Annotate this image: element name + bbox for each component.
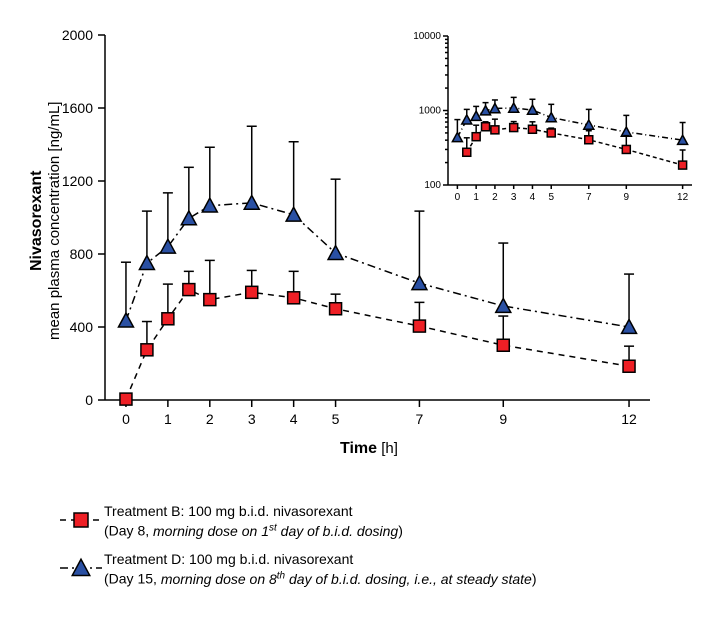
y-tick-label: 2000 (62, 27, 93, 43)
inset-x-tick: 1 (473, 192, 479, 203)
legend: Treatment B: 100 mg b.i.d. nivasorexant(… (58, 492, 537, 589)
y-tick-label: 400 (70, 319, 94, 335)
inset-chart: 0123457912100100010000 (410, 30, 700, 215)
y-tick-label: 800 (70, 246, 94, 262)
legend-line2: (Day 15, morning dose on 8th day of b.i.… (104, 569, 537, 589)
x-tick-label: 5 (332, 411, 340, 427)
y-tick-label: 1200 (62, 173, 93, 189)
legend-line2: (Day 8, morning dose on 1st day of b.i.d… (104, 521, 403, 541)
x-tick-label: 9 (499, 411, 507, 427)
x-axis-label-bold: Time (340, 440, 377, 457)
legend-text-D: Treatment D: 100 mg b.i.d. nivasorexant(… (104, 550, 537, 588)
legend-swatch-D (58, 550, 104, 586)
x-tick-label: 0 (122, 411, 130, 427)
inset-x-tick: 0 (455, 192, 461, 203)
x-axis-label-plain: [h] (377, 440, 398, 457)
x-tick-label: 2 (206, 411, 214, 427)
inset-x-tick: 3 (511, 192, 517, 203)
inset-x-tick: 12 (677, 192, 689, 203)
x-axis-label: Time [h] (340, 440, 398, 458)
legend-item-B: Treatment B: 100 mg b.i.d. nivasorexant(… (58, 502, 537, 540)
series-D-line (126, 203, 629, 327)
series-B-line (126, 290, 629, 400)
x-tick-label: 7 (416, 411, 424, 427)
inset-x-tick: 7 (586, 192, 592, 203)
inset-y-tick: 10000 (413, 31, 441, 42)
x-tick-label: 4 (290, 411, 298, 427)
x-tick-label: 3 (248, 411, 256, 427)
inset-x-tick: 2 (492, 192, 498, 203)
legend-text-B: Treatment B: 100 mg b.i.d. nivasorexant(… (104, 502, 403, 540)
inset-x-tick: 5 (548, 192, 554, 203)
inset-y-tick: 100 (424, 180, 441, 191)
page-root: Nivasorexant mean plasma concentration [… (0, 0, 709, 635)
legend-line1: Treatment B: 100 mg b.i.d. nivasorexant (104, 502, 403, 521)
y-tick-label: 0 (85, 392, 93, 408)
x-tick-label: 12 (621, 411, 637, 427)
legend-line1: Treatment D: 100 mg b.i.d. nivasorexant (104, 550, 537, 569)
y-tick-label: 1600 (62, 100, 93, 116)
legend-swatch-B (58, 502, 104, 538)
inset-x-tick: 4 (530, 192, 536, 203)
inset-x-tick: 9 (624, 192, 630, 203)
x-tick-label: 1 (164, 411, 172, 427)
inset-y-tick: 1000 (419, 106, 442, 117)
legend-item-D: Treatment D: 100 mg b.i.d. nivasorexant(… (58, 550, 537, 588)
